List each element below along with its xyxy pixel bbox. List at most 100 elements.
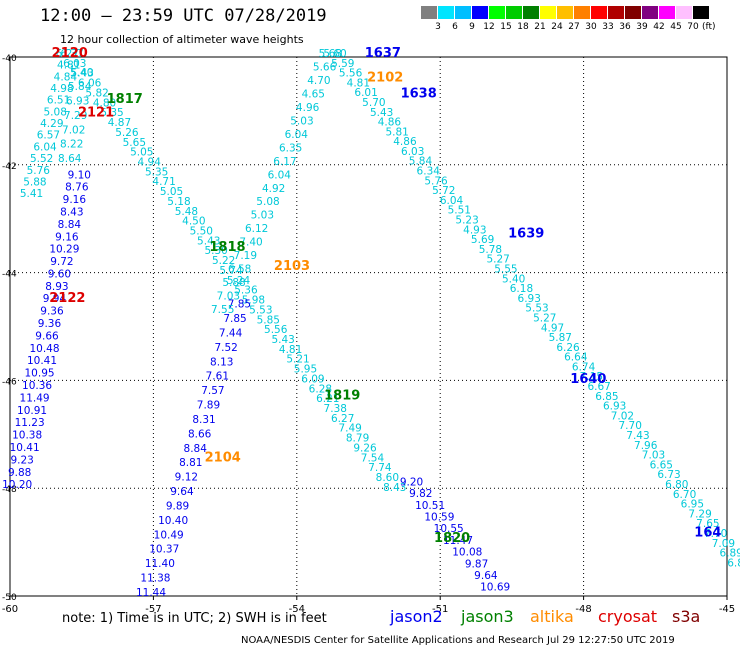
wave-height-value: 5.24 [227,275,251,287]
wave-height-value: 5.53 [525,303,548,315]
wave-height-value: 5.68 [319,48,342,60]
wave-height-value: 5.69 [471,234,494,246]
wave-height-value: 8.66 [188,428,212,440]
wave-height-value: 6.88 [727,557,740,569]
scale-swatch [455,6,472,19]
wave-height-value: 6.01 [354,87,377,99]
wave-height-value: 10.41 [27,355,57,367]
wave-height-value: 5.21 [286,354,309,366]
wave-height-value: 7.74 [368,462,392,474]
scale-label: 21 [534,22,546,32]
x-tick-label: -54 [289,604,305,615]
wave-height-value: 5.87 [549,332,572,344]
scale-swatch [438,6,455,19]
wave-height-value: 10.40 [158,515,188,527]
wave-height-value: 4.81 [347,77,370,89]
scale-unit: (ft) [702,22,716,32]
map-title: 12:00 – 23:59 UTC 07/28/2019 [40,6,327,26]
scale-swatch [557,6,574,19]
wave-height-value: 7.70 [619,420,642,432]
wave-height-value: 6.12 [245,223,268,235]
y-tick-label: -42 [2,162,17,172]
wave-height-value: 6.93 [603,401,626,413]
pass-number-label: 1638 [401,86,437,101]
wave-height-value: 5.18 [167,196,190,208]
wave-height-value: 11.49 [20,392,50,404]
wave-height-value: 6.80 [665,479,688,491]
wave-height-value: 10.91 [17,405,47,417]
wave-height-value: 6.17 [273,156,296,168]
scale-swatch [608,6,625,19]
wave-height-value: 5.40 [502,273,525,285]
footer-note: note: 1) Time is in UTC; 2) SWH is in fe… [62,611,327,626]
wave-height-value: 5.56 [264,324,288,336]
wave-height-value: 4.87 [108,117,131,129]
wave-height-value: 10.59 [424,512,454,524]
scale-label: 36 [619,22,631,32]
scale-label: 39 [636,22,648,32]
wave-height-value: 6.93 [66,96,89,108]
wave-height-value: 9.72 [50,256,73,268]
x-tick-label: -57 [145,604,161,615]
pass-number-label: 1817 [107,92,143,107]
scale-label: 27 [568,22,580,32]
scale-swatch [421,6,438,19]
wave-height-value: 5.03 [251,210,274,222]
wave-height-value: 10.69 [480,582,510,594]
wave-height-value: 9.88 [8,467,31,479]
wave-height-value: 10.38 [12,430,42,442]
wave-height-value: 4.94 [138,156,162,168]
wave-height-value: 6.04 [268,169,292,181]
wave-height-value: 7.09 [712,538,735,550]
wave-height-value: 8.43 [60,206,83,218]
wave-height-value: 4.80 [93,97,116,109]
wave-height-value: 6.51 [47,95,70,107]
wave-height-value: 8.84 [184,443,208,455]
pass-number-label: 2104 [205,450,241,465]
wave-height-value: 4.29 [40,118,63,130]
wave-height-value: 5.30 [204,245,227,257]
pass-number-label: 1640 [570,372,606,387]
wave-height-value: 6.04 [285,129,309,141]
wave-height-value: 8.60 [376,472,399,484]
wave-height-value: 7.02 [611,410,634,422]
wave-height-value: 8.76 [65,182,89,194]
wave-height-value: 10.55 [434,523,464,535]
wave-height-value: 6.04 [33,141,57,153]
wave-height-value: 4.97 [541,322,564,334]
wave-height-value: 5.36 [234,285,258,297]
wave-height-value: 7.85 [228,299,251,311]
wave-height-value: 7.57 [201,385,224,397]
wave-height-value: 7.61 [206,371,229,383]
wave-height-value: 5.35 [100,107,123,119]
wave-height-value: 6.06 [78,78,102,90]
wave-height-value: 5.27 [533,312,556,324]
wave-height-value: 5.76 [424,175,448,187]
wave-height-value: 7.43 [626,430,649,442]
wave-height-value: 5.43 [197,235,220,247]
pass-number-label: 2102 [367,70,403,85]
wave-height-value: 9.94 [43,293,67,305]
x-tick-label: -45 [719,604,735,615]
wave-height-value: 6.93 [518,293,541,305]
scale-swatch [625,6,642,19]
wave-height-value: 5.60 [323,48,346,60]
wave-height-value: 9.36 [40,306,64,318]
wave-height-value: 4.92 [262,183,285,195]
wave-height-value: 4.70 [307,75,330,87]
wave-height-value: 5.66 [313,61,337,73]
wave-height-value: 6.28 [309,383,332,395]
scale-label: 70 [687,22,699,32]
wave-height-value: 4.86 [393,136,417,148]
wave-height-value: 6.67 [587,381,610,393]
wave-height-value: 4.65 [302,88,325,100]
pass-number-label: 2121 [78,105,114,120]
wave-height-value: 4.81 [279,344,302,356]
wave-height-value: 4.71 [152,176,175,188]
wave-height-value: 5.23 [455,215,478,227]
wave-height-value: 5.70 [362,97,385,109]
wave-height-value: 6.27 [56,48,79,60]
wave-height-value: 7.19 [234,250,257,262]
wave-height-value: 9.36 [38,318,62,330]
wave-height-value: 7.70 [704,528,727,540]
